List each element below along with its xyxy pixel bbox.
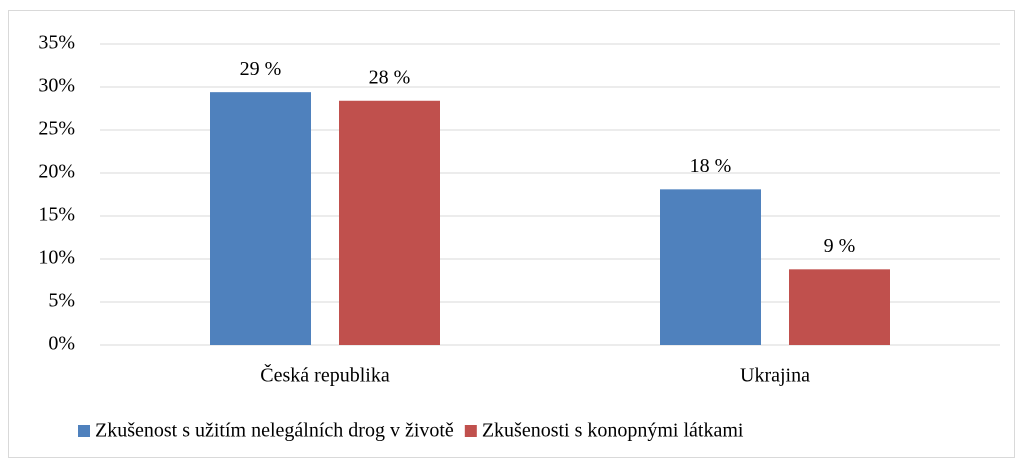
y-tick-label: 10% xyxy=(38,247,75,269)
y-tick-label: 0% xyxy=(48,333,75,355)
x-tick-label: Česká republika xyxy=(260,363,390,387)
y-tick-label: 25% xyxy=(38,118,75,140)
y-tick-label: 35% xyxy=(38,32,75,54)
chart-frame xyxy=(8,10,1015,458)
y-tick-label: 30% xyxy=(38,75,75,97)
data-label: 29 % xyxy=(240,58,282,80)
bar xyxy=(210,92,311,345)
bar xyxy=(339,100,440,345)
y-tick-label: 20% xyxy=(38,161,75,183)
x-tick-label: Ukrajina xyxy=(740,365,810,387)
legend-swatch xyxy=(78,425,90,437)
legend-label: Zkušenost s užitím nelegálních drog v ži… xyxy=(95,420,454,442)
bar xyxy=(660,189,761,345)
data-label: 9 % xyxy=(824,235,856,257)
bar xyxy=(789,269,890,345)
data-label: 18 % xyxy=(690,155,732,177)
y-tick-label: 5% xyxy=(48,290,75,312)
data-label: 28 % xyxy=(369,66,411,88)
legend-swatch xyxy=(464,425,477,437)
legend-label: Zkušenosti s konopnými látkami xyxy=(482,420,744,442)
y-tick-label: 15% xyxy=(38,204,75,226)
